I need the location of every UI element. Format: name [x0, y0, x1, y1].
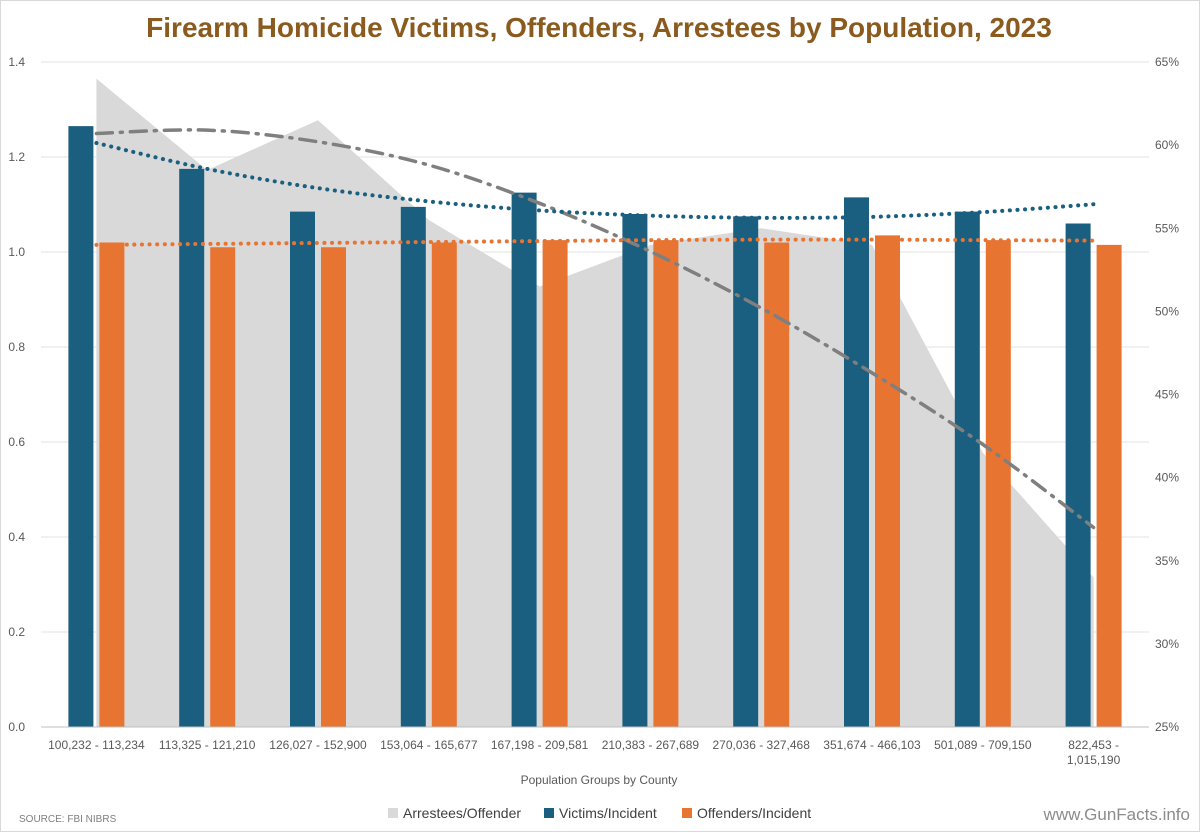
bar-offenders-per-incident — [653, 240, 679, 727]
bar-offenders-per-incident — [99, 242, 125, 727]
trendline-victims-incident — [94, 140, 1096, 220]
x-tick-label: 153,064 - 165,677 — [380, 738, 478, 752]
y-tick-label: 1.0 — [8, 245, 25, 259]
bar-victims-per-incident — [1065, 223, 1091, 727]
legend-arrestees-offender-swatch — [388, 808, 398, 818]
x-tick-label: 113,325 - 121,210 — [159, 738, 256, 752]
x-tick-label: 822,453 - — [1068, 738, 1119, 752]
legend-offenders-incident-label: Offenders/Incident — [697, 805, 811, 821]
y2-tick-label: 60% — [1155, 138, 1179, 152]
x-tick-label: 167,198 - 209,581 — [491, 738, 589, 752]
bar-offenders-per-incident — [210, 247, 236, 727]
x-tick-label: 351,674 - 466,103 — [823, 738, 921, 752]
y-tick-label: 0.4 — [8, 530, 25, 544]
y2-tick-label: 30% — [1155, 637, 1179, 651]
bar-victims-per-incident — [68, 126, 94, 727]
x-axis-title: Population Groups by County — [521, 773, 678, 787]
trendline-offenders-incident — [94, 237, 1096, 247]
bar-victims-per-incident — [622, 214, 648, 727]
y2-tick-label: 65% — [1155, 55, 1179, 69]
y-tick-label: 0.0 — [8, 720, 25, 734]
y2-tick-label: 55% — [1155, 221, 1179, 235]
y2-tick-label: 50% — [1155, 304, 1179, 318]
y-tick-label: 0.2 — [8, 625, 25, 639]
y-tick-label: 1.2 — [8, 150, 25, 164]
bar-offenders-per-incident — [431, 242, 457, 727]
x-tick-label: 501,089 - 709,150 — [934, 738, 1032, 752]
x-tick-label: 270,036 - 327,468 — [712, 738, 810, 752]
y2-tick-label: 35% — [1155, 554, 1179, 568]
y-tick-label: 1.4 — [8, 55, 25, 69]
source-note: SOURCE: FBI NIBRS — [19, 814, 117, 825]
bar-victims-per-incident — [179, 168, 205, 727]
bar-series — [68, 126, 1122, 727]
watermark: www.GunFacts.info — [1043, 805, 1190, 824]
x-tick-label: 126,027 - 152,900 — [269, 738, 367, 752]
bar-victims-per-incident — [400, 206, 426, 727]
trendline-arrestees-offender — [94, 128, 1096, 530]
legend-victims-incident-label: Victims/Incident — [559, 805, 657, 821]
x-tick-label: 1,015,190 — [1067, 753, 1121, 767]
legend-victims-incident-swatch — [544, 808, 554, 818]
y2-tick-label: 40% — [1155, 471, 1179, 485]
bar-victims-per-incident — [511, 192, 537, 727]
legend-arrestees-offender-label: Arrestees/Offender — [403, 805, 521, 821]
bar-offenders-per-incident — [542, 240, 568, 727]
bar-victims-per-incident — [844, 197, 869, 727]
legend-offenders-incident-swatch — [682, 808, 692, 818]
bar-offenders-per-incident — [1096, 244, 1122, 727]
y-tick-label: 0.6 — [8, 435, 25, 449]
bar-offenders-per-incident — [875, 235, 900, 727]
trendlines — [94, 128, 1096, 530]
y-tick-label: 0.8 — [8, 340, 25, 354]
bar-offenders-per-incident — [321, 247, 346, 727]
y2-tick-label: 25% — [1155, 720, 1179, 734]
x-tick-label: 210,383 - 267,689 — [602, 738, 700, 752]
y2-tick-label: 45% — [1155, 388, 1179, 402]
bar-victims-per-incident — [290, 211, 315, 727]
bar-victims-per-incident — [733, 216, 759, 727]
legend: Arrestees/Offender Victims/Incident Offend… — [388, 805, 811, 821]
bar-offenders-per-incident — [985, 240, 1011, 727]
x-tick-label: 100,232 - 113,234 — [48, 738, 145, 752]
bar-victims-per-incident — [954, 211, 980, 727]
chart-title: Firearm Homicide Victims, Offenders, Arr… — [146, 12, 1052, 43]
axes: 0.0 0.2 0.4 0.6 0.8 1.0 1.2 1.4 25% 30% 35% 40% 45% 5… — [8, 55, 1179, 767]
